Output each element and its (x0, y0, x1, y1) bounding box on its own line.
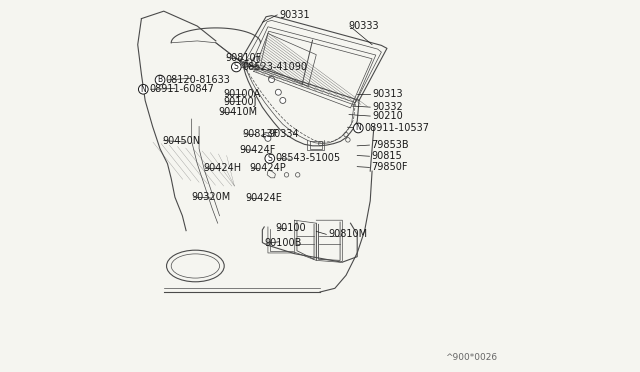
Text: S: S (234, 62, 239, 71)
Text: 90424P: 90424P (250, 163, 286, 173)
Circle shape (269, 77, 275, 83)
Text: N: N (355, 124, 361, 132)
Text: S: S (268, 154, 272, 163)
Text: 90334: 90334 (268, 129, 298, 139)
Text: B: B (157, 76, 163, 84)
Text: 90100: 90100 (275, 223, 306, 232)
Text: 90331: 90331 (279, 10, 310, 20)
Text: 90313: 90313 (372, 89, 403, 99)
Text: 90424H: 90424H (203, 163, 241, 173)
Circle shape (265, 154, 275, 163)
Circle shape (275, 89, 282, 95)
Text: 90100B: 90100B (264, 238, 301, 248)
Text: 90810M: 90810M (328, 230, 367, 239)
Circle shape (263, 132, 269, 138)
Text: 90333: 90333 (348, 21, 378, 31)
Text: 90332: 90332 (372, 102, 403, 112)
Circle shape (138, 84, 148, 94)
Text: 08543-51005: 08543-51005 (275, 154, 340, 163)
Circle shape (353, 123, 363, 133)
Text: 90210: 90210 (372, 111, 403, 121)
Circle shape (254, 57, 260, 62)
Text: 79850F: 79850F (371, 163, 408, 172)
Circle shape (232, 62, 241, 72)
Circle shape (265, 135, 271, 141)
Text: 90813F: 90813F (242, 129, 278, 139)
Text: 90410M: 90410M (219, 107, 258, 116)
Text: 08911-10537: 08911-10537 (364, 123, 429, 133)
Text: 90100J: 90100J (223, 97, 257, 107)
Text: 90424E: 90424E (246, 193, 282, 203)
Text: 90810F: 90810F (225, 53, 261, 62)
Text: 90320M: 90320M (191, 192, 231, 202)
Text: 90450N: 90450N (162, 136, 200, 145)
Circle shape (280, 97, 286, 103)
Circle shape (156, 75, 165, 85)
Text: ^900*0026: ^900*0026 (445, 353, 497, 362)
Text: 90100A: 90100A (223, 89, 260, 99)
Text: N: N (140, 85, 146, 94)
Text: 08120-81633: 08120-81633 (166, 75, 230, 85)
Text: 90424F: 90424F (239, 145, 276, 154)
Text: 08911-60847: 08911-60847 (149, 84, 214, 94)
Text: 90815: 90815 (371, 151, 402, 161)
Text: 08523-41090: 08523-41090 (242, 62, 307, 72)
Text: 79853B: 79853B (371, 140, 409, 150)
